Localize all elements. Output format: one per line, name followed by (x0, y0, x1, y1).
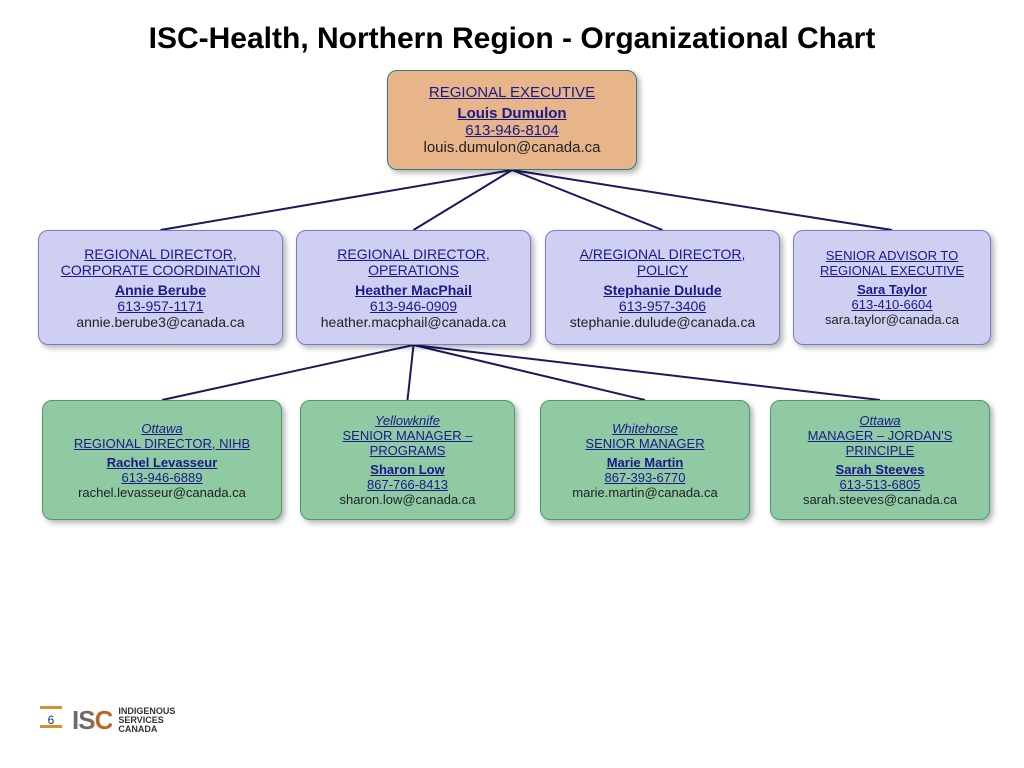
node-role: SENIOR ADVISOR TO REGIONAL EXECUTIVE (804, 248, 980, 278)
org-node-exec: REGIONAL EXECUTIVE Louis Dumulon613-946-8… (387, 70, 637, 170)
node-name: Sarah Steeves (836, 462, 925, 477)
node-email: sara.taylor@canada.ca (825, 312, 959, 327)
node-role: REGIONAL EXECUTIVE (429, 84, 595, 101)
org-node-mgr4: OttawaMANAGER – JORDAN'S PRINCIPLE Sarah … (770, 400, 990, 520)
org-node-mgr1: OttawaREGIONAL DIRECTOR, NIHB Rachel Leva… (42, 400, 282, 520)
node-email: rachel.levasseur@canada.ca (78, 485, 246, 500)
node-email: sharon.low@canada.ca (339, 492, 475, 507)
node-phone: 613-946-6889 (122, 470, 203, 485)
node-phone: 613-957-3406 (619, 298, 706, 314)
org-node-dir3: A/REGIONAL DIRECTOR, POLICY Stephanie Dul… (545, 230, 780, 345)
node-role: REGIONAL DIRECTOR, NIHB (74, 436, 250, 451)
node-role: MANAGER – JORDAN'S PRINCIPLE (781, 428, 979, 458)
node-phone: 613-513-6805 (840, 477, 921, 492)
node-email: marie.martin@canada.ca (572, 485, 717, 500)
node-name: Heather MacPhail (355, 282, 472, 298)
node-name: Sara Taylor (857, 282, 927, 297)
node-location: Ottawa (141, 421, 182, 436)
node-email: louis.dumulon@canada.ca (423, 139, 600, 156)
node-name: Stephanie Dulude (603, 282, 721, 298)
node-name: Annie Berube (115, 282, 206, 298)
node-name: Sharon Low (370, 462, 444, 477)
node-phone: 867-393-6770 (605, 470, 686, 485)
node-email: heather.macphail@canada.ca (321, 314, 506, 330)
node-name: Rachel Levasseur (107, 455, 218, 470)
isc-logo: ISC INDIGENOUS SERVICES CANADA (72, 705, 175, 736)
node-role: REGIONAL DIRECTOR, CORPORATE COORDINATIO… (49, 246, 272, 278)
page-number: 6 (40, 706, 62, 728)
page-title: ISC-Health, Northern Region - Organizati… (0, 22, 1024, 56)
node-role: SENIOR MANAGER (585, 436, 704, 451)
org-node-dir1: REGIONAL DIRECTOR, CORPORATE COORDINATIO… (38, 230, 283, 345)
node-role: SENIOR MANAGER – PROGRAMS (311, 428, 504, 458)
node-location: Whitehorse (612, 421, 678, 436)
node-email: stephanie.dulude@canada.ca (570, 314, 755, 330)
node-phone: 613-946-8104 (465, 122, 558, 139)
node-email: annie.berube3@canada.ca (76, 314, 244, 330)
logo-abbr: ISC (72, 705, 112, 736)
node-email: sarah.steeves@canada.ca (803, 492, 957, 507)
node-phone: 613-946-0909 (370, 298, 457, 314)
node-name: Louis Dumulon (457, 105, 566, 122)
node-role: REGIONAL DIRECTOR, OPERATIONS (307, 246, 520, 278)
node-phone: 613-957-1171 (117, 298, 203, 314)
org-node-dir4: SENIOR ADVISOR TO REGIONAL EXECUTIVE Sara… (793, 230, 991, 345)
node-phone: 867-766-8413 (367, 477, 448, 492)
node-phone: 613-410-6604 (852, 297, 933, 312)
org-node-mgr2: YellowknifeSENIOR MANAGER – PROGRAMS Shar… (300, 400, 515, 520)
node-role: A/REGIONAL DIRECTOR, POLICY (556, 246, 769, 278)
logo-text: INDIGENOUS SERVICES CANADA (118, 707, 175, 734)
org-node-mgr3: WhitehorseSENIOR MANAGER Marie Martin867-… (540, 400, 750, 520)
node-location: Ottawa (859, 413, 900, 428)
org-node-dir2: REGIONAL DIRECTOR, OPERATIONS Heather Mac… (296, 230, 531, 345)
node-name: Marie Martin (607, 455, 684, 470)
node-location: Yellowknife (375, 413, 440, 428)
